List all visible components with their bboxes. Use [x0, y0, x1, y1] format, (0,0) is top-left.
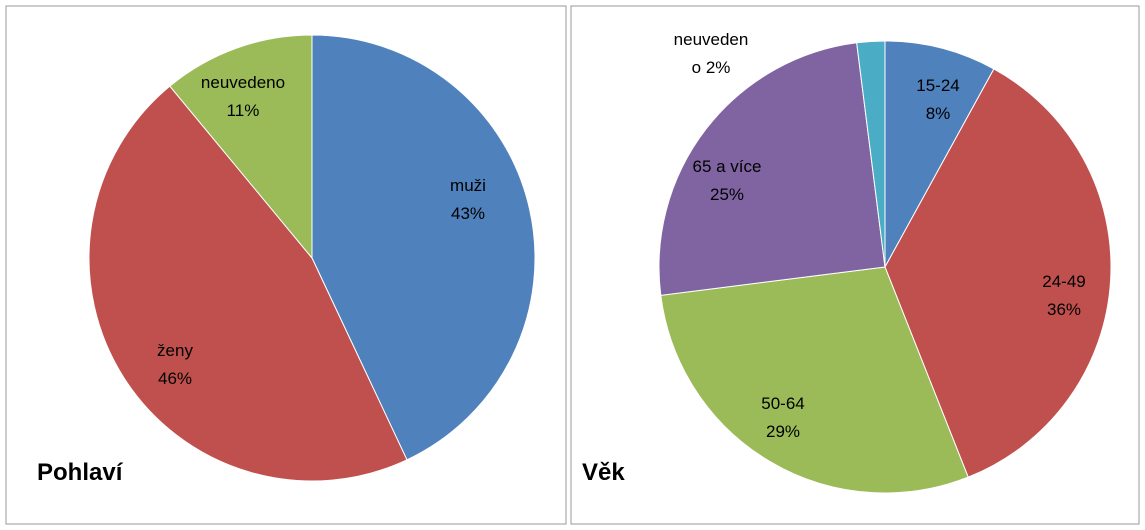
pie-slice [884, 40, 995, 268]
data-label: muži 43% [438, 172, 498, 228]
pie-slice [884, 68, 1112, 478]
label-value: 2% [705, 58, 731, 77]
data-label: 50-64 29% [753, 390, 813, 446]
pie-slice [660, 266, 969, 494]
data-label: 65 a více 25% [682, 153, 772, 209]
data-label: 15-24 8% [908, 72, 968, 128]
pie-slice [169, 34, 313, 260]
label-category: 15-24 [916, 76, 960, 95]
label-category: neuvedeno [200, 73, 286, 92]
data-label: neuvedeno 11% [193, 69, 293, 125]
panel-border [570, 5, 1140, 525]
label-value: 25% [709, 185, 745, 204]
label-value: 11% [226, 101, 260, 120]
label-value: 46% [157, 369, 193, 388]
label-category: 24-49 [1042, 272, 1086, 291]
pie-slice [311, 34, 536, 461]
chart-title: Pohlaví [37, 459, 123, 486]
label-category: 65 a více [692, 157, 762, 176]
data-label: 24-49 36% [1034, 268, 1094, 324]
label-value: 36% [1046, 300, 1082, 319]
pie-slice [88, 85, 408, 482]
label-value: 29% [765, 422, 801, 441]
panel-border [5, 5, 567, 525]
label-category: 50-64 [761, 394, 805, 413]
label-value: 8% [925, 104, 951, 123]
data-label: ženy 46% [145, 337, 205, 393]
chart-title: Věk [582, 459, 625, 486]
label-category: ženy [157, 341, 193, 360]
label-value: 43% [450, 204, 486, 223]
label-category: neuvedeno [673, 30, 749, 77]
data-label: neuvedeno 2% [672, 26, 750, 82]
pie-slice [856, 40, 886, 268]
pie-slice [658, 42, 886, 296]
label-category: muži [450, 176, 486, 195]
